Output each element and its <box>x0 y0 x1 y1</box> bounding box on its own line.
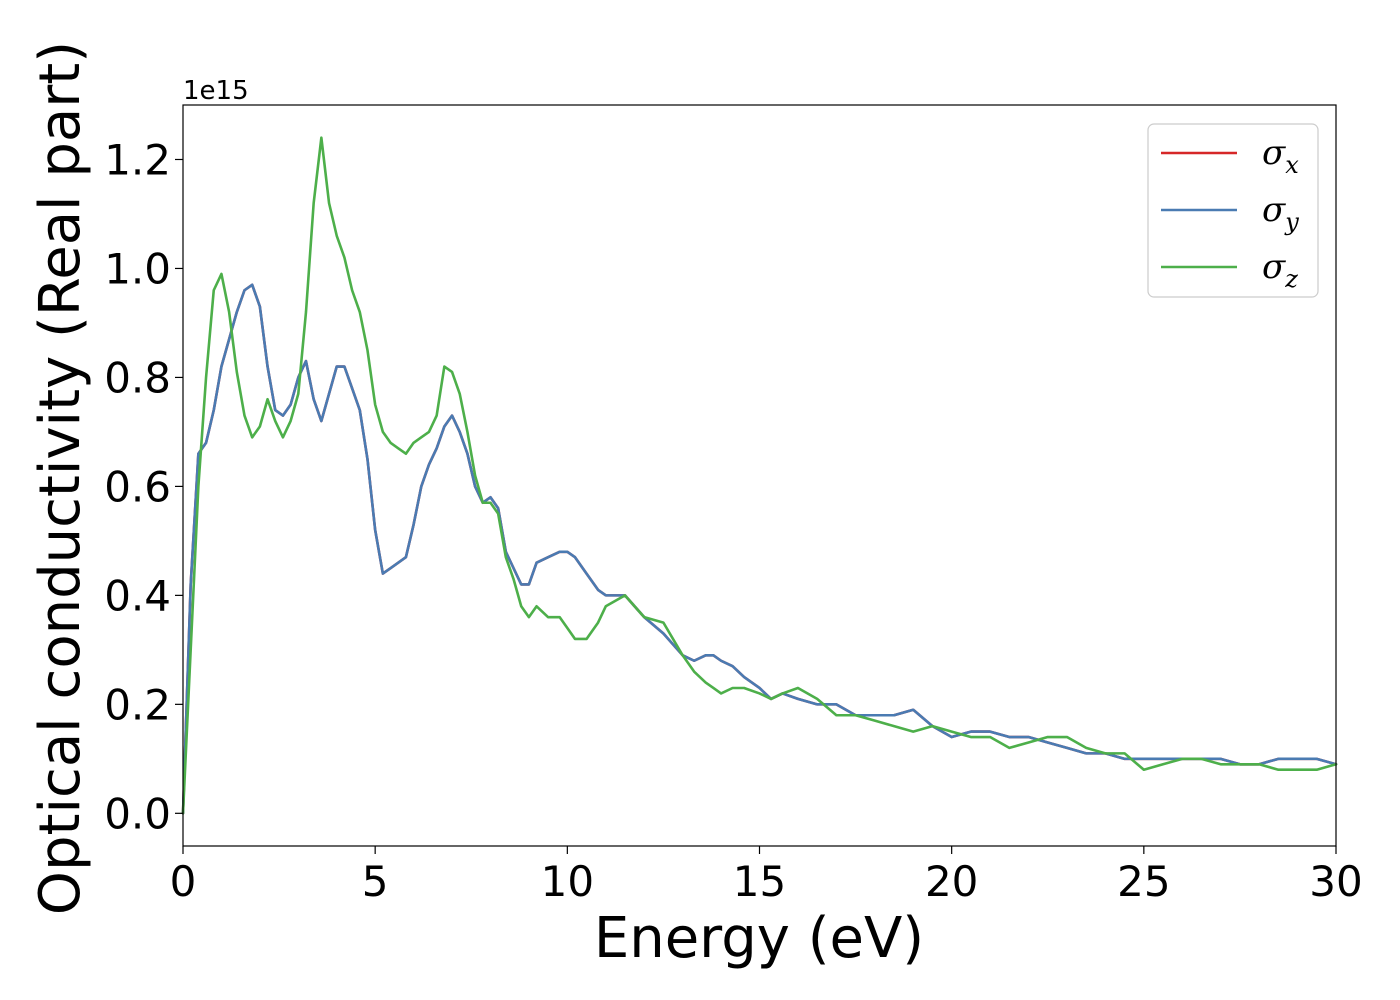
x-tick-label: 30 <box>1309 857 1362 906</box>
y-tick-label: 0.2 <box>104 680 171 729</box>
series-lines <box>181 136 1338 815</box>
y-tick-label: 0.0 <box>104 789 171 838</box>
x-tick-label: 5 <box>362 857 389 906</box>
x-tick-label: 15 <box>733 857 786 906</box>
series-line-sigma-z <box>181 136 1338 815</box>
x-axis-ticks: 0 5 10 15 20 25 30 <box>170 846 1363 906</box>
y-tick-label: 1.0 <box>104 244 171 293</box>
x-tick-label: 10 <box>541 857 594 906</box>
y-tick-label: 0.8 <box>104 353 171 402</box>
x-axis-label: Energy (eV) <box>594 906 924 971</box>
y-axis-label: Optical conductivity (Real part) <box>28 41 93 915</box>
y-tick-label: 0.6 <box>104 462 171 511</box>
y-tick-label: 1.2 <box>104 135 171 184</box>
x-tick-label: 20 <box>925 857 978 906</box>
y-offset-label: 1e15 <box>183 76 249 106</box>
plot-background <box>183 105 1336 846</box>
x-tick-label: 0 <box>170 857 197 906</box>
y-axis-ticks: 0.0 0.2 0.4 0.6 0.8 1.0 1.2 <box>104 135 183 838</box>
x-tick-label: 25 <box>1117 857 1170 906</box>
series-line-sigma-y <box>181 283 1338 815</box>
y-tick-label: 0.4 <box>104 571 171 620</box>
